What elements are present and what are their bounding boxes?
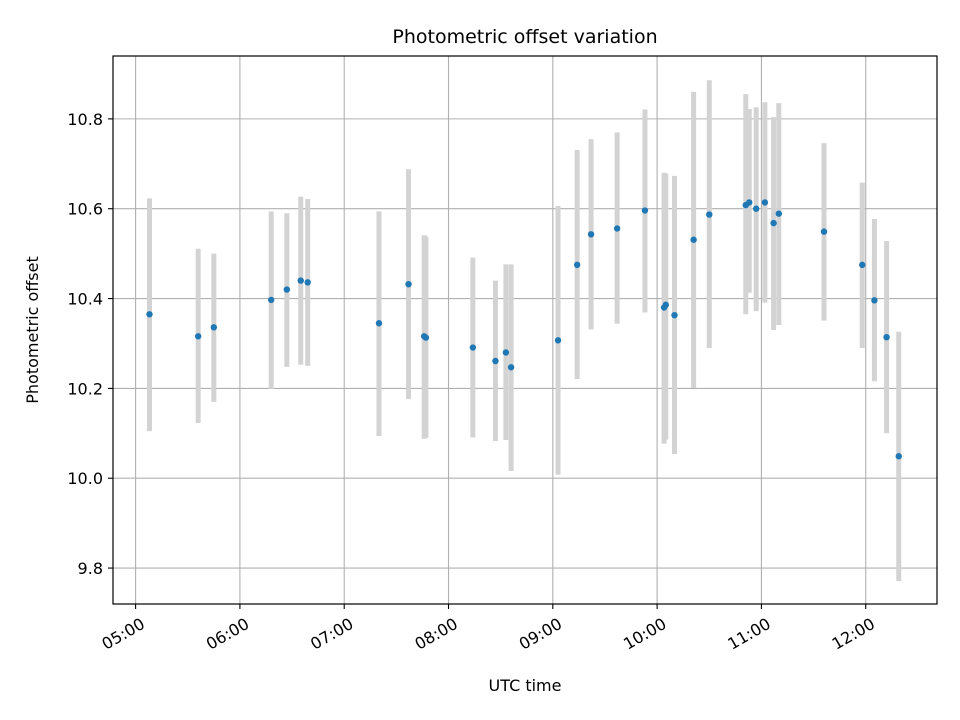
plot-frame xyxy=(112,55,938,605)
data-point xyxy=(194,333,202,340)
data-point xyxy=(405,280,412,288)
data-point xyxy=(820,228,828,235)
grid-layer xyxy=(113,56,937,604)
point-layer xyxy=(146,199,902,460)
data-point xyxy=(690,236,697,243)
data-point xyxy=(469,344,477,351)
y-axis-title: Photometric offset xyxy=(23,256,42,404)
data-point xyxy=(871,297,878,304)
data-point xyxy=(297,277,304,284)
data-point xyxy=(422,334,430,341)
data-point xyxy=(267,296,275,304)
data-point xyxy=(492,357,499,365)
data-point xyxy=(613,225,621,232)
y-tick-label: 9.8 xyxy=(78,559,103,578)
data-point xyxy=(554,337,562,344)
data-point xyxy=(641,207,649,214)
data-point xyxy=(210,324,218,331)
x-axis-title: UTC time xyxy=(489,676,562,695)
data-point xyxy=(895,453,902,460)
data-point xyxy=(859,261,866,269)
data-point xyxy=(375,320,383,327)
data-point xyxy=(761,199,769,206)
y-tick-label: 10.6 xyxy=(67,200,103,219)
y-tick-label: 10.4 xyxy=(67,290,103,309)
data-point xyxy=(770,219,777,227)
data-point xyxy=(587,231,595,238)
data-point xyxy=(507,364,515,371)
data-point xyxy=(304,279,311,286)
data-point xyxy=(502,349,510,356)
data-point xyxy=(146,311,153,318)
y-tick-label: 10.2 xyxy=(67,379,103,398)
data-point xyxy=(573,261,581,269)
data-point xyxy=(775,210,783,217)
chart-title: Photometric offset variation xyxy=(392,26,657,48)
data-point xyxy=(706,211,713,218)
data-point xyxy=(671,311,678,319)
data-point xyxy=(883,333,890,341)
data-point xyxy=(753,205,760,212)
data-point xyxy=(662,301,670,309)
y-tick-label: 10.0 xyxy=(67,469,103,488)
data-point xyxy=(283,286,291,293)
y-tick-label: 10.8 xyxy=(67,110,103,129)
data-point xyxy=(746,199,753,206)
